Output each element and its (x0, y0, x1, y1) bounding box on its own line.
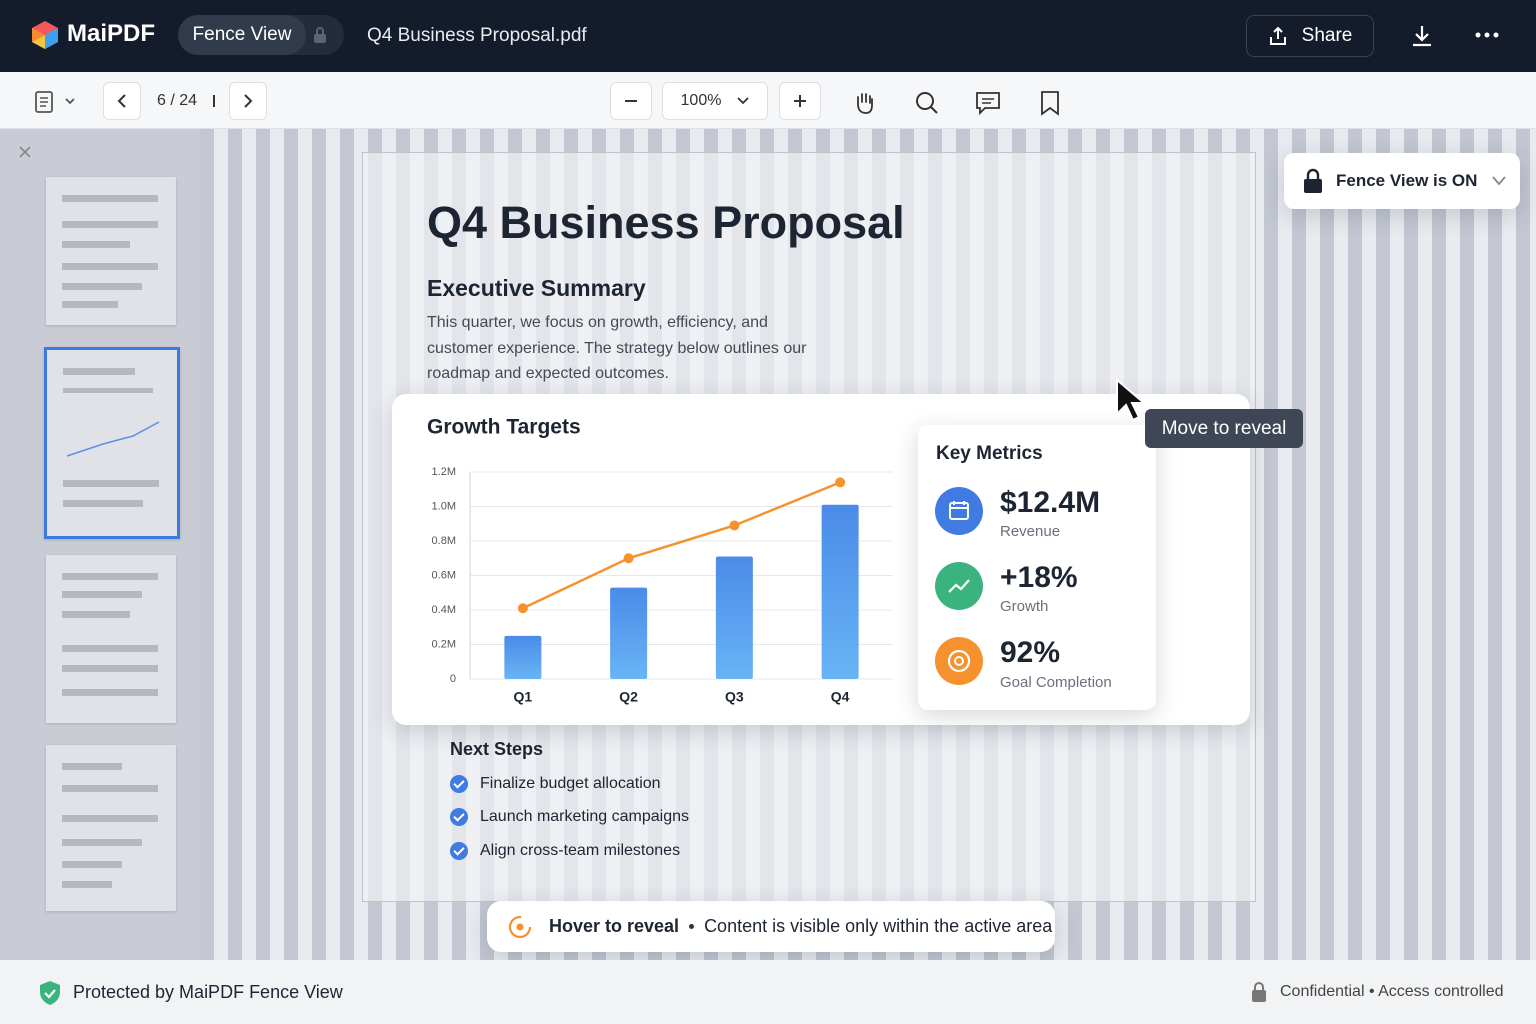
thumbnail-active[interactable] (44, 347, 180, 539)
mode-label: Fence View (178, 15, 306, 55)
mode-toggle[interactable]: Fence View (178, 15, 344, 55)
thumbnail[interactable] (46, 745, 176, 911)
bar (610, 587, 648, 679)
thumbnail[interactable] (46, 555, 176, 723)
hint-title: Hover to reveal (549, 916, 680, 936)
footer: Protected by MaiPDF Fence View Confident… (0, 960, 1536, 1024)
brand: MaiPDF (67, 20, 156, 47)
summary: This quarter, we focus on growth, effici… (427, 314, 807, 382)
metric-icons (935, 487, 983, 685)
hand-tool[interactable] (852, 90, 878, 116)
fence-status[interactable]: Fence View is ON (1284, 153, 1520, 209)
lock-icon (314, 27, 326, 43)
step-text: Launch marketing campaigns (480, 808, 690, 826)
footer-left: Protected by MaiPDF Fence View (73, 982, 343, 1002)
caret (213, 95, 215, 107)
x-tick-label: Q4 (831, 689, 850, 705)
cursor (1116, 378, 1144, 422)
next-page[interactable] (229, 82, 267, 120)
zoom-select[interactable]: 100% (662, 82, 768, 120)
y-tick-label: 1.0M (432, 500, 456, 512)
x-tick-label: Q3 (725, 689, 744, 705)
metric-label: Growth (1000, 598, 1049, 615)
prev-page[interactable] (103, 82, 141, 120)
y-tick-label: 0.6M (432, 569, 456, 581)
line-point (729, 520, 740, 531)
comment-tool[interactable] (975, 90, 1001, 116)
y-tick-label: 0 (450, 673, 456, 685)
x-tick-label: Q2 (619, 689, 638, 705)
search-tool[interactable] (914, 90, 940, 116)
line-point (623, 553, 634, 564)
step-text: Finalize budget allocation (480, 775, 661, 793)
download-button[interactable] (1410, 24, 1434, 48)
bar (715, 556, 753, 679)
sidebar-toggle[interactable] (34, 90, 80, 114)
step-text: Align cross-team milestones (480, 842, 681, 860)
chart-title: Growth Targets (427, 416, 581, 439)
shield-icon (40, 981, 60, 1005)
section-heading: Executive Summary (427, 275, 646, 301)
reveal-icon (508, 915, 532, 938)
share-label: Share (1301, 25, 1353, 46)
chevron (1492, 176, 1507, 186)
bar (821, 504, 859, 679)
y-tick-label: 0.8M (432, 535, 456, 547)
metric-value: +18% (1000, 561, 1078, 594)
bar (504, 635, 542, 679)
close-panel[interactable] (18, 145, 32, 159)
title-bar: MaiPDF Fence View Q4 Business Proposal.p… (0, 0, 1536, 72)
chart: Growth Targets 0 0.2M 0.4M 0.6M 0.8M 1.0M 1.2M… (427, 416, 893, 705)
metric-value: $12.4M (1000, 486, 1101, 519)
hint-pill: Hover to reveal Content is visible only … (487, 901, 1055, 952)
step-item: Finalize budget allocation (450, 775, 661, 793)
footer-right: Confidential • Access controlled (1280, 983, 1504, 1000)
metrics-card: Key Metrics $12.4M Revenue +18% Growth 9… (918, 425, 1156, 710)
x-tick-label: Q1 (514, 689, 533, 705)
zoom-in[interactable] (779, 82, 821, 120)
next-steps-heading: Next Steps (450, 739, 544, 759)
share-icon (1269, 26, 1286, 45)
lock-icon (1304, 168, 1322, 193)
line (522, 481, 841, 610)
page-indicator: 6 / 24 (157, 92, 198, 109)
y-tick-label: 0.2M (432, 638, 456, 650)
thumbnail-panel (0, 129, 200, 960)
document-title: Q4 Business Proposal (427, 197, 905, 248)
share-button[interactable]: Share (1246, 15, 1374, 57)
step-item: Align cross-team milestones (450, 842, 680, 860)
metrics-heading: Key Metrics (936, 443, 1043, 464)
thumbnail[interactable] (46, 177, 176, 325)
separator (689, 924, 695, 929)
more-button[interactable] (1474, 30, 1502, 40)
line-point (517, 603, 528, 614)
logo (32, 21, 58, 49)
line-point (835, 477, 846, 488)
fence-status-label: Fence View is ON (1336, 171, 1478, 190)
lock-icon (1252, 982, 1266, 1002)
metric-label: Goal Completion (1000, 674, 1112, 691)
y-tick-label: 0.4M (432, 604, 456, 616)
file-name: Q4 Business Proposal.pdf (367, 25, 587, 46)
tooltip: Move to reveal (1145, 409, 1303, 448)
zoom-value: 100% (680, 92, 722, 109)
hint-text: Content is visible only within the activ… (704, 916, 1053, 936)
metric-value: 92% (1000, 636, 1061, 669)
step-item: Launch marketing campaigns (450, 808, 689, 826)
bookmark-tool[interactable] (1040, 90, 1060, 116)
y-tick-label: 1.2M (432, 466, 456, 478)
zoom-out[interactable] (610, 82, 652, 120)
metric-label: Revenue (1000, 523, 1061, 540)
